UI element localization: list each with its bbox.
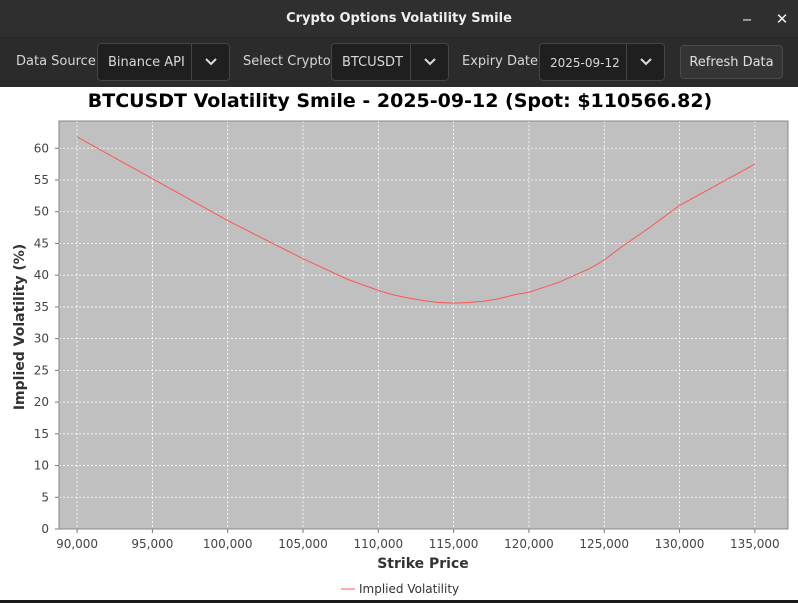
minimize-button[interactable]: ‒: [737, 9, 757, 29]
window-bottom-border: [0, 600, 798, 603]
y-tick-label: 30: [34, 332, 49, 346]
minimize-icon: ‒: [742, 10, 752, 28]
close-icon: ✕: [775, 10, 789, 28]
data-source-value: Binance API: [108, 55, 185, 70]
y-tick-label: 55: [34, 173, 49, 187]
y-tick-label: 25: [34, 363, 49, 377]
legend-label: Implied Volatility: [359, 582, 459, 596]
legend: Implied Volatility: [341, 582, 459, 596]
series-line-implied-volatility: [76, 136, 756, 304]
crypto-label: Select Crypto:: [243, 54, 336, 69]
x-tick-label: 135,000: [730, 537, 780, 551]
y-tick-label: 35: [34, 300, 49, 314]
chart-title: BTCUSDT Volatility Smile - 2025-09-12 (S…: [88, 90, 712, 112]
y-tick-label: 5: [41, 490, 49, 504]
chevron-down-icon: [205, 58, 217, 66]
window-title: Crypto Options Volatility Smile: [286, 11, 512, 26]
chevron-down-icon: [424, 58, 436, 66]
x-tick-label: 115,000: [429, 537, 479, 551]
y-tick-label: 20: [34, 395, 49, 409]
x-tick-label: 105,000: [278, 537, 328, 551]
y-tick-label: 10: [34, 459, 49, 473]
x-axis: 90,000 95,000 100,000 105,000 110,000 115,000…: [56, 529, 780, 551]
crypto-dropdown-arrow[interactable]: [410, 44, 448, 80]
series-layer: [76, 136, 756, 304]
expiry-dropdown-arrow[interactable]: [626, 44, 664, 80]
y-axis-label: Implied Volatility (%): [12, 244, 28, 410]
data-source-dropdown-arrow[interactable]: [191, 44, 229, 80]
y-tick-label: 45: [34, 236, 49, 250]
crypto-value: BTCUSDT: [342, 55, 403, 70]
x-tick-label: 110,000: [354, 537, 404, 551]
toolbar: Data Source: Binance API Select Crypto: …: [0, 38, 798, 87]
chart-panel: BTCUSDT Volatility Smile - 2025-09-12 (S…: [0, 87, 798, 601]
y-tick-label: 0: [41, 522, 49, 536]
y-tick-label: 15: [34, 427, 49, 441]
y-tick-label: 50: [34, 205, 49, 219]
grid-lines: [59, 121, 788, 530]
volatility-smile-chart: BTCUSDT Volatility Smile - 2025-09-12 (S…: [12, 90, 789, 596]
title-bar: Crypto Options Volatility Smile ‒ ✕: [0, 0, 798, 38]
plot-border: [58, 120, 789, 530]
x-tick-label: 90,000: [56, 537, 98, 551]
x-tick-label: 130,000: [655, 537, 705, 551]
y-tick-label: 60: [34, 141, 49, 155]
plot-area: [59, 121, 788, 529]
chevron-down-icon: [640, 58, 652, 66]
y-tick-label: 40: [34, 268, 49, 282]
refresh-data-button[interactable]: Refresh Data: [680, 45, 783, 79]
expiry-dropdown[interactable]: 2025-09-12: [539, 43, 665, 81]
x-tick-label: 120,000: [504, 537, 554, 551]
expiry-value: 2025-09-12: [550, 56, 620, 70]
x-axis-label: Strike Price: [377, 556, 469, 572]
x-tick-label: 100,000: [203, 537, 253, 551]
expiry-label: Expiry Date:: [462, 54, 543, 69]
y-axis: 0 5 10 15 20 25 30 35 40 45 50 55 60: [34, 141, 59, 536]
x-tick-label: 125,000: [579, 537, 629, 551]
x-tick-label: 95,000: [131, 537, 173, 551]
close-button[interactable]: ✕: [772, 9, 792, 29]
data-source-label: Data Source:: [16, 54, 101, 69]
data-source-dropdown[interactable]: Binance API: [97, 43, 230, 81]
crypto-dropdown[interactable]: BTCUSDT: [331, 43, 449, 81]
